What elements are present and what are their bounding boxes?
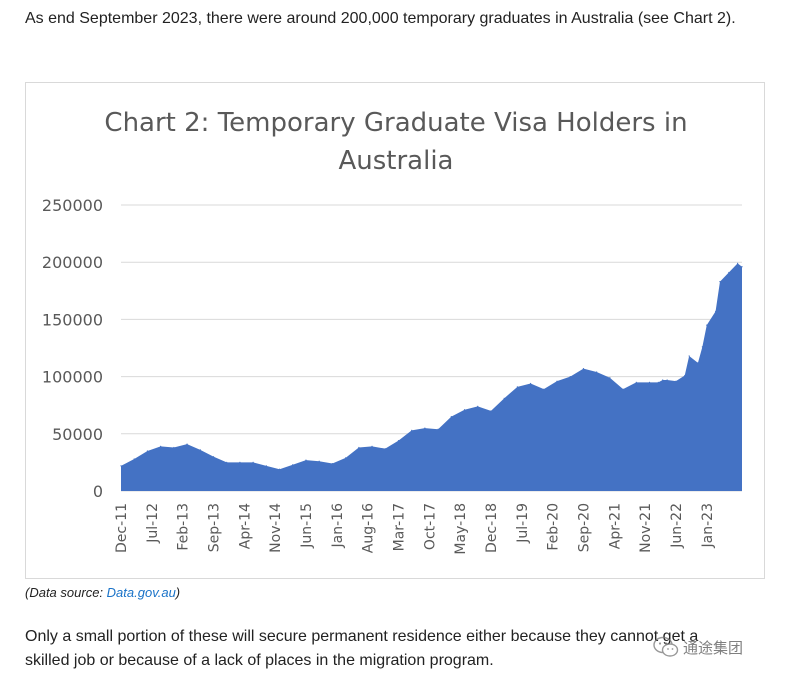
data-point: [503, 397, 505, 399]
chart-frame: Chart 2: Temporary Graduate Visa Holders…: [25, 82, 765, 579]
data-point: [199, 449, 201, 451]
x-tick-label: Dec-11: [114, 503, 130, 553]
y-tick-label: 100000: [42, 368, 103, 387]
data-point: [737, 262, 739, 264]
data-point: [146, 450, 149, 452]
data-point: [582, 367, 585, 370]
x-tick-label: Jun-22: [669, 503, 685, 549]
x-tick-label: May-18: [453, 503, 469, 555]
data-point: [516, 386, 518, 388]
data-point: [684, 374, 686, 377]
data-point: [635, 381, 637, 383]
data-point: [662, 379, 664, 381]
y-tick-label: 200000: [42, 253, 103, 272]
data-point: [450, 416, 452, 418]
data-point: [318, 460, 320, 462]
data-point: [728, 271, 730, 274]
x-tick-label: Jan-23: [700, 503, 716, 548]
y-tick-label: 50000: [52, 425, 103, 444]
data-point: [331, 462, 333, 465]
data-point: [226, 461, 228, 463]
x-tick-label: Feb-20: [546, 503, 562, 551]
data-point: [212, 456, 215, 458]
x-tick-label: Aug-16: [361, 503, 377, 553]
data-point: [622, 388, 624, 390]
chart-title-line: Australia: [338, 146, 453, 176]
source-link[interactable]: Data.gov.au: [106, 585, 176, 600]
outro-paragraph: Only a small portion of these will secur…: [25, 628, 699, 669]
data-point: [666, 379, 668, 381]
x-tick-label: Mar-17: [391, 503, 407, 551]
area-chart: Chart 2: Temporary Graduate Visa Holders…: [42, 108, 743, 555]
chart-title-line: Chart 2: Temporary Graduate Visa Holders…: [104, 108, 687, 138]
data-point: [133, 458, 135, 460]
data-point: [345, 457, 347, 459]
data-point: [397, 440, 400, 442]
x-tick-label: Jul-12: [145, 503, 161, 544]
x-tick-label: Feb-13: [176, 503, 192, 551]
data-point: [490, 410, 492, 412]
x-tick-label: Jul-19: [515, 503, 531, 544]
data-point: [701, 346, 703, 348]
y-tick-label: 0: [93, 482, 103, 501]
data-point: [437, 428, 439, 430]
data-point: [358, 446, 360, 449]
data-point: [278, 468, 281, 470]
data-point: [556, 380, 558, 382]
x-tick-label: Sep-13: [206, 503, 222, 552]
data-point: [675, 380, 677, 382]
intro-paragraph: As end September 2023, there were around…: [25, 10, 736, 27]
data-point: [463, 409, 466, 411]
data-point: [569, 376, 571, 378]
series-area: [121, 263, 742, 491]
data-point: [596, 371, 598, 373]
data-point: [477, 405, 479, 407]
x-tick-label: Nov-14: [268, 503, 284, 553]
y-tick-label: 250000: [42, 196, 103, 215]
source-suffix: ): [175, 585, 181, 600]
x-tick-label: Jan-16: [330, 503, 346, 549]
data-point: [305, 459, 307, 461]
data-point: [252, 461, 254, 463]
source-prefix: (Data source:: [25, 585, 107, 600]
data-point: [657, 381, 659, 383]
x-tick-label: Apr-14: [237, 503, 253, 549]
y-tick-label: 150000: [42, 310, 103, 329]
data-point: [173, 446, 175, 449]
data-point: [239, 461, 241, 463]
data-point: [265, 465, 267, 467]
data-point: [411, 429, 413, 431]
data-point: [741, 266, 743, 268]
data-point: [384, 448, 386, 450]
x-tick-label: Dec-18: [484, 503, 500, 553]
data-point: [714, 310, 717, 312]
data-point: [530, 382, 532, 385]
data-point: [292, 464, 294, 466]
x-tick-label: Oct-17: [422, 503, 438, 550]
x-tick-label: Jun-15: [299, 503, 315, 549]
x-tick-label: Apr-21: [607, 503, 623, 549]
data-point: [186, 443, 188, 445]
data-point: [609, 377, 611, 379]
data-point: [424, 427, 426, 429]
data-point: [648, 381, 651, 383]
data-point: [120, 465, 122, 467]
data-source-note: (Data source: Data.gov.au): [25, 585, 180, 600]
data-point: [697, 362, 699, 364]
data-point: [706, 324, 708, 326]
data-point: [719, 281, 721, 283]
data-point: [688, 355, 690, 357]
x-tick-label: Sep-20: [576, 503, 592, 552]
data-point: [543, 388, 545, 390]
data-point: [371, 445, 373, 447]
data-point: [160, 445, 162, 447]
x-tick-label: Nov-21: [638, 503, 654, 553]
